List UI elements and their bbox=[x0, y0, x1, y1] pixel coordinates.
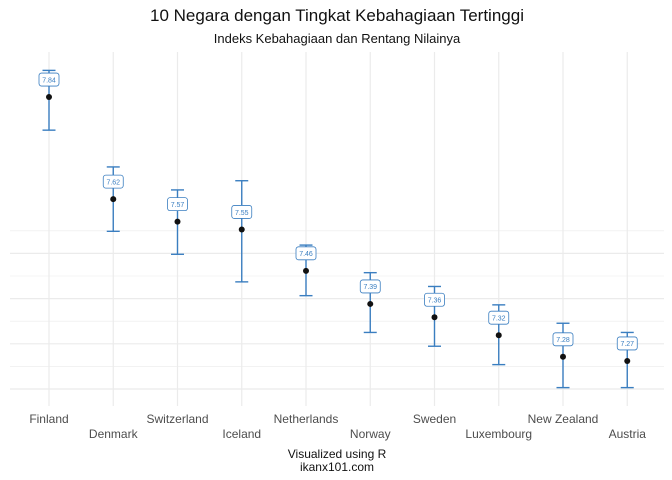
value-label: 7.36 bbox=[428, 298, 442, 305]
caption-line-1: Visualized using R bbox=[288, 447, 387, 461]
grid bbox=[10, 52, 664, 406]
data-point bbox=[238, 226, 245, 233]
value-label: 7.57 bbox=[171, 202, 185, 209]
value-label: 7.62 bbox=[106, 179, 120, 186]
value-label-box bbox=[424, 292, 445, 307]
data-point bbox=[560, 353, 566, 360]
value-label-box bbox=[231, 205, 253, 219]
x-tick-label: Luxembourg bbox=[465, 427, 532, 441]
data-point bbox=[431, 314, 438, 321]
data-point bbox=[110, 196, 117, 203]
x-tick-label: Finland bbox=[29, 412, 68, 426]
data-point bbox=[495, 332, 502, 339]
chart-title: 10 Negara dengan Tingkat Kebahagiaan Ter… bbox=[150, 6, 524, 25]
x-tick-label: Denmark bbox=[89, 427, 139, 441]
data-point bbox=[624, 357, 631, 364]
series: 7.84 7.62 7.57 7.55 7.46 7.39 7.36 7.32 7.28 7.27 bbox=[38, 69, 638, 389]
value-label-box bbox=[38, 72, 60, 87]
value-label: 7.55 bbox=[235, 210, 249, 217]
caption-line-2: ikanx101.com bbox=[300, 460, 374, 474]
data-point bbox=[303, 267, 309, 274]
data-point bbox=[46, 94, 52, 101]
x-tick-label: Netherlands bbox=[274, 412, 339, 426]
value-label-box bbox=[552, 332, 574, 347]
x-tick-labels: Finland Denmark Switzerland Iceland Netherla… bbox=[29, 412, 646, 441]
value-label: 7.84 bbox=[42, 77, 56, 84]
x-tick-label: Austria bbox=[609, 427, 647, 441]
value-label-box bbox=[616, 336, 638, 351]
value-label-box bbox=[167, 197, 188, 212]
x-tick-label: Norway bbox=[350, 427, 391, 441]
value-label-box bbox=[102, 174, 124, 189]
data-point bbox=[174, 218, 181, 225]
value-label-box bbox=[488, 310, 510, 325]
value-label: 7.28 bbox=[556, 337, 570, 344]
value-label: 7.27 bbox=[620, 341, 634, 348]
value-label-box bbox=[359, 279, 381, 294]
value-label: 7.32 bbox=[492, 316, 506, 323]
x-tick-label: New Zealand bbox=[528, 412, 599, 426]
x-tick-label: Sweden bbox=[413, 412, 456, 426]
data-point bbox=[367, 300, 374, 307]
chart-subtitle: Indeks Kebahagiaan dan Rentang Nilainya bbox=[214, 31, 461, 46]
x-tick-label: Iceland bbox=[222, 427, 261, 441]
value-label: 7.46 bbox=[299, 251, 313, 258]
value-label: 7.39 bbox=[363, 284, 377, 291]
value-label-box bbox=[295, 246, 317, 261]
x-tick-label: Switzerland bbox=[146, 412, 208, 426]
